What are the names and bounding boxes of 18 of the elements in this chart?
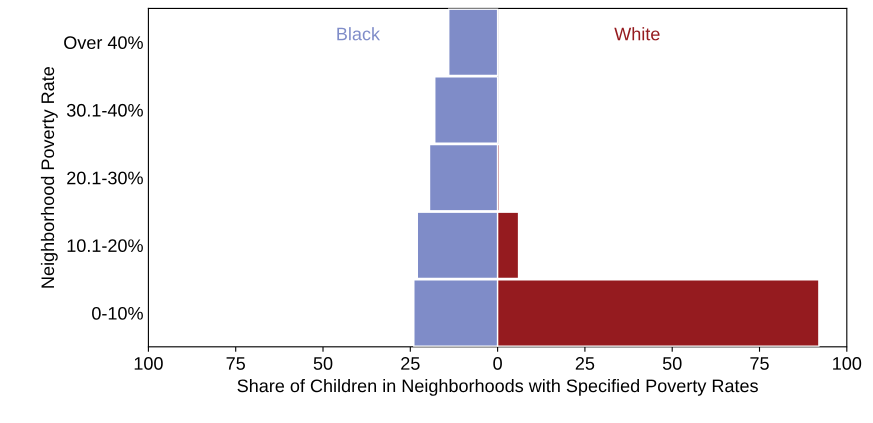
text: Black	[337, 27, 380, 40]
y-tick-label: 20.1-30%	[67, 172, 143, 184]
x-axis-title: Share of Children in Neighborhoods with Specified Poverty Rates	[238, 378, 758, 396]
x-tick-label: 100	[833, 357, 862, 370]
x-tick-label: 25	[401, 357, 420, 370]
y-axis-title: Neighborhood Poverty Rate	[40, 67, 58, 288]
y-tick-label: 0-10%	[92, 306, 143, 320]
x-tick-label: 100	[134, 357, 163, 370]
x-tick-label: 50	[314, 357, 332, 370]
x-tick-label: 75	[750, 357, 769, 370]
x-tick-label: 50	[662, 357, 682, 370]
x-tick-label: 0	[493, 357, 502, 370]
y-tick-label: 30.1-40%	[66, 104, 143, 117]
x-tick-label: 75	[226, 357, 245, 370]
y-tick-label: 10.1-20%	[68, 239, 143, 252]
y-tick-label: Over 40%	[64, 36, 143, 50]
x-tick-label: 25	[576, 357, 594, 370]
text: White	[614, 27, 660, 40]
